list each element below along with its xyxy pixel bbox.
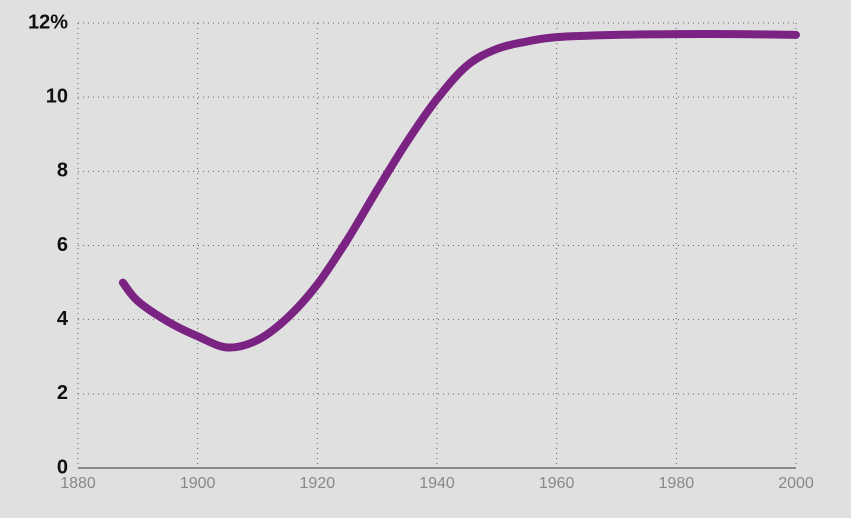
y-tick-label: 10 — [46, 85, 68, 107]
x-tick-label: 1980 — [659, 475, 695, 492]
y-tick-label: 12% — [28, 11, 68, 33]
y-tick-label: 0 — [57, 456, 68, 478]
x-tick-label: 1900 — [180, 475, 216, 492]
y-tick-label: 2 — [57, 382, 68, 404]
y-tick-label: 8 — [57, 160, 68, 182]
x-tick-label: 1920 — [300, 475, 336, 492]
y-tick-label: 4 — [57, 308, 69, 330]
x-tick-label: 2000 — [778, 475, 814, 492]
x-tick-label: 1960 — [539, 475, 575, 492]
x-tick-label: 1880 — [60, 475, 96, 492]
line — [118, 30, 800, 352]
y-tick-label: 6 — [57, 234, 68, 256]
x-tick-label: 1940 — [419, 475, 455, 492]
